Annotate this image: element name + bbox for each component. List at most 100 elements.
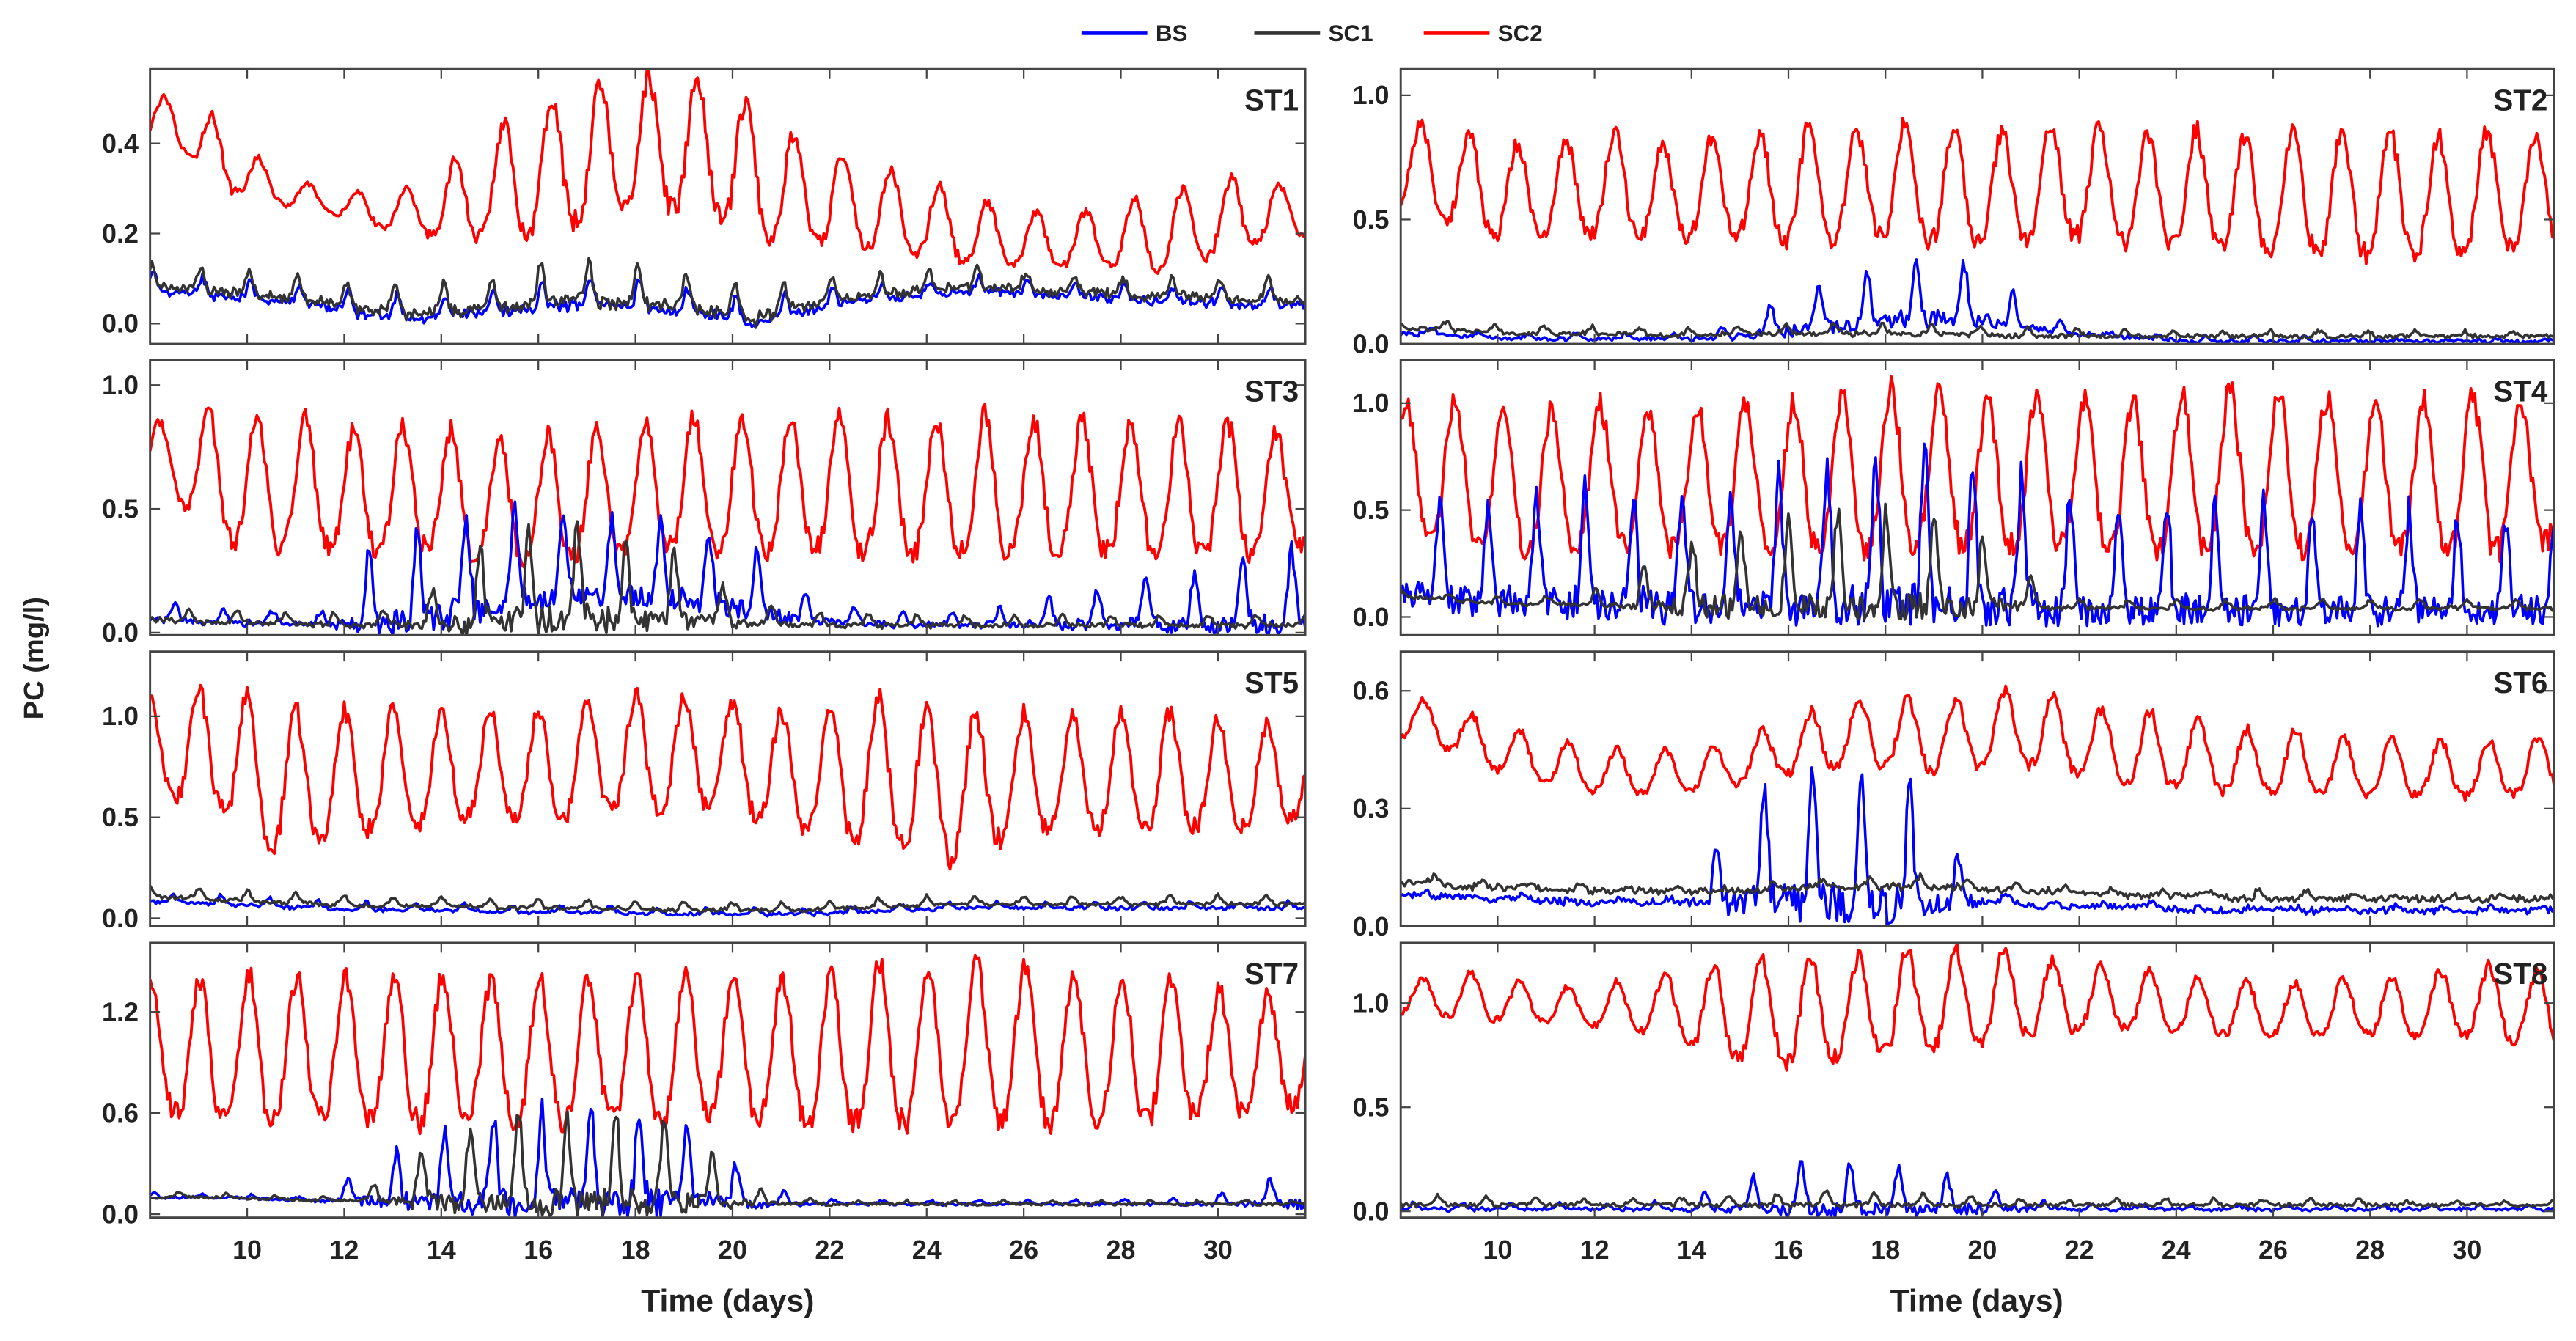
x-tick-label: 26 [1009,1235,1038,1265]
y-tick-label: 1.0 [1353,389,1390,418]
panel-title: ST1 [1244,83,1299,117]
series-bs-st2 [1401,258,2555,345]
x-tick-label: 26 [2258,1235,2288,1265]
y-tick-label: 0.0 [1353,1197,1390,1227]
axes-frame [149,67,1307,345]
x-tick-label: 28 [2355,1235,2385,1265]
series-sc2-st6 [1401,684,2555,803]
y-tick-label: 0.5 [1353,205,1390,235]
x-tick-label: 12 [1580,1235,1610,1265]
x-tick-label: 16 [524,1235,553,1265]
x-tick-label: 30 [2452,1235,2481,1265]
y-tick-label: 0.0 [1353,329,1390,359]
y-tick-label: 1.2 [102,998,139,1027]
x-tick-label: 12 [329,1235,359,1265]
legend-label-bs: BS [1156,21,1188,46]
x-tick-label: 18 [1871,1235,1900,1265]
series-sc2-st3 [150,403,1306,570]
y-tick-label: 0.5 [102,494,139,523]
y-tick-label: 0.5 [1353,496,1390,525]
y-tick-label: 0.0 [102,1199,139,1229]
series-sc1-st8 [1401,1189,2555,1210]
y-tick-label: 0.0 [102,618,139,647]
panel-title: ST7 [1244,957,1299,991]
panel-st5: 0.0 0.5 1.0 ST5 [102,650,1307,933]
axes-frame [149,941,1307,1219]
series-sc1-st6 [1401,872,2555,904]
series-sc1-st3 [150,520,1306,636]
panel-st6: 0.0 0.3 0.6 ST6 [1353,650,2555,941]
panel-title: ST8 [2493,957,2547,991]
axes-frame [149,650,1307,927]
axes-frame [1399,359,2555,636]
y-tick-label: 0.0 [1353,912,1390,941]
series-sc1-st5 [150,885,1306,914]
series-sc1-st4 [1401,502,2555,621]
panel-title: ST4 [2493,375,2548,408]
y-tick-label: 1.0 [102,371,139,400]
series-sc2-st2 [1401,116,2555,265]
x-tick-label: 10 [1483,1235,1512,1265]
x-tick-label: 24 [2162,1235,2191,1265]
series-bs-st3 [150,500,1306,636]
series-bs-st4 [1401,442,2555,628]
series-sc1-st2 [1401,319,2555,340]
x-axis-label-right: Time (days) [1890,1284,2063,1319]
panel-st3: 0.0 0.5 1.0 ST3 [102,359,1307,647]
panel-st8: 10 12 14 16 18 20 22 24 26 28 30 0.0 0.5 1.0 ST8 [1353,941,2555,1265]
series-sc1-st7 [150,1110,1306,1218]
panel-st1: 0.0 0.2 0.4 ST1 [102,67,1307,345]
x-tick-label: 22 [2065,1235,2094,1265]
legend-label-sc1: SC1 [1328,21,1373,46]
y-tick-label: 0.5 [1353,1093,1390,1123]
panel-st4: 0.0 0.5 1.0 ST4 [1353,359,2555,636]
axes-frame [1399,67,2555,345]
y-tick-label: 0.3 [1353,794,1390,823]
legend-label-sc2: SC2 [1498,21,1543,46]
x-tick-label: 18 [621,1235,650,1265]
panel-title: ST5 [1244,666,1299,699]
axes-frame [1399,941,2555,1219]
x-tick-label: 22 [815,1235,844,1265]
series-sc2-st7 [150,953,1306,1136]
series-sc2-st1 [150,69,1306,275]
series-sc1-st1 [150,257,1306,328]
axes-frame [1399,650,2555,927]
y-tick-label: 0.6 [102,1098,139,1128]
panel-title: ST3 [1244,375,1299,408]
y-tick-label: 1.0 [1353,81,1390,110]
y-axis-label: PC (mg/l) [18,597,50,719]
series-bs-st8 [1401,1160,2555,1218]
panel-title: ST2 [2493,83,2547,117]
y-tick-label: 1.0 [102,702,139,731]
y-tick-label: 0.0 [1353,603,1390,632]
x-axis-label-left: Time (days) [641,1284,814,1319]
series-sc2-st5 [150,683,1306,871]
series-sc2-st8 [1401,942,2555,1072]
legend: BS SC1 SC2 [1081,21,1543,46]
panel-title: ST6 [2493,666,2547,699]
panel-st7: 10 12 14 16 18 20 22 24 26 28 30 0.0 0.6 1.2 ST7 [102,941,1307,1265]
y-tick-label: 0.0 [102,904,139,933]
x-tick-label: 14 [427,1235,456,1265]
y-tick-label: 0.0 [102,309,139,339]
panel-st2: 0.0 0.5 1.0 ST2 [1353,67,2555,359]
x-tick-label: 10 [232,1235,262,1265]
series-bs-st5 [150,892,1306,918]
axes-frame [149,359,1307,636]
x-tick-label: 28 [1107,1235,1136,1265]
y-tick-label: 1.0 [1353,989,1390,1018]
y-tick-label: 0.4 [102,129,139,158]
x-tick-label: 16 [1774,1235,1803,1265]
series-bs-st1 [150,269,1306,329]
y-tick-label: 0.6 [1353,677,1390,706]
y-tick-label: 0.5 [102,803,139,832]
x-tick-label: 24 [912,1235,942,1265]
series-bs-st6 [1401,766,2555,927]
x-tick-label: 30 [1203,1235,1233,1265]
x-tick-label: 20 [718,1235,747,1265]
y-tick-label: 0.2 [102,219,139,249]
x-tick-label: 20 [1967,1235,1997,1265]
